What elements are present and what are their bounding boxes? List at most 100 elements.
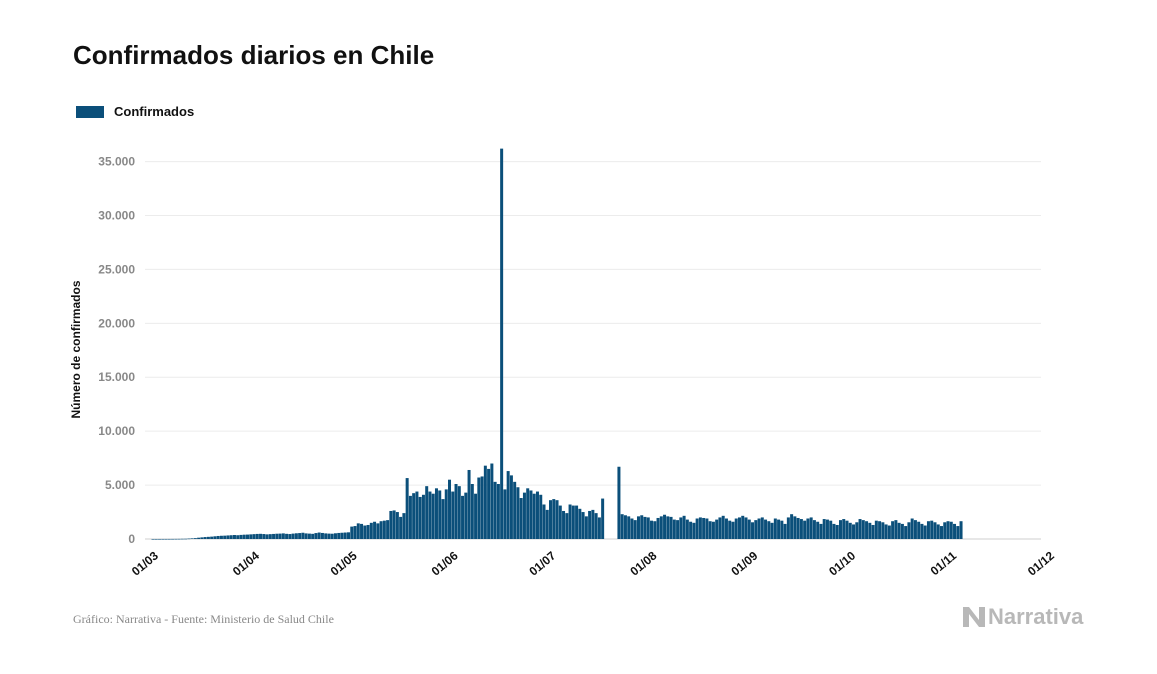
bar — [216, 535, 220, 539]
bar — [379, 521, 383, 539]
bar — [741, 515, 745, 539]
bar — [959, 521, 963, 539]
bar — [408, 495, 412, 539]
bar — [392, 510, 396, 539]
bar — [809, 517, 813, 539]
bar — [943, 522, 947, 539]
bar — [568, 504, 572, 539]
bar — [428, 491, 432, 539]
bar — [389, 510, 393, 539]
bar — [246, 534, 250, 539]
x-tick-label: 01/11 — [928, 548, 960, 578]
bar — [562, 510, 566, 539]
bar — [448, 479, 452, 539]
bar — [496, 484, 500, 539]
bar — [268, 534, 272, 539]
bar — [591, 509, 595, 539]
bar — [646, 517, 650, 539]
bar — [770, 522, 774, 539]
y-tick-label: 30.000 — [98, 208, 135, 222]
bar — [588, 510, 592, 539]
bar — [350, 526, 354, 539]
bar — [206, 536, 210, 539]
bar — [571, 505, 575, 539]
bar — [200, 537, 204, 539]
bar — [724, 518, 728, 539]
bar — [386, 520, 390, 539]
x-tick-label: 01/09 — [728, 548, 760, 578]
bar — [558, 505, 562, 539]
bar — [669, 516, 673, 539]
bar — [708, 521, 712, 539]
bar — [799, 519, 803, 539]
bar — [692, 522, 696, 539]
bar — [594, 513, 598, 539]
bar — [288, 534, 292, 539]
bar — [936, 524, 940, 539]
bar — [728, 520, 732, 539]
bar — [734, 518, 738, 539]
bar — [366, 524, 370, 539]
bar — [415, 491, 419, 539]
bar — [272, 533, 276, 539]
bar — [685, 519, 689, 539]
bar — [180, 538, 184, 540]
bar — [848, 522, 852, 539]
bar — [333, 533, 337, 539]
bar — [744, 517, 748, 539]
bar — [698, 517, 702, 539]
bar — [513, 481, 517, 539]
bar — [434, 488, 438, 539]
bar — [369, 522, 373, 539]
bar — [474, 493, 478, 539]
bar — [920, 523, 924, 539]
bar — [402, 513, 406, 539]
bar — [705, 518, 709, 539]
x-tick-label: 01/07 — [526, 548, 558, 578]
bar — [731, 521, 735, 539]
bar — [314, 533, 318, 539]
bar — [956, 526, 960, 539]
bar — [232, 535, 236, 539]
bar — [630, 518, 634, 539]
bar — [298, 533, 302, 539]
bar — [601, 498, 605, 539]
bar — [904, 526, 908, 539]
x-tick-label: 01/06 — [429, 548, 461, 578]
bar — [382, 520, 386, 539]
bar — [343, 532, 347, 539]
narrativa-logo-text: Narrativa — [988, 604, 1084, 629]
bar — [825, 519, 829, 539]
bar — [783, 523, 787, 539]
bar — [363, 525, 367, 539]
y-tick-label: 5.000 — [105, 478, 135, 492]
bar — [259, 533, 263, 539]
bar — [656, 517, 660, 539]
bar — [438, 490, 442, 539]
x-tick-label: 01/03 — [129, 548, 161, 578]
bar — [219, 535, 223, 539]
bar — [376, 523, 380, 539]
x-tick-label: 01/12 — [1025, 548, 1057, 578]
bar — [425, 486, 429, 539]
bar — [242, 534, 246, 539]
bar — [711, 521, 715, 539]
bar — [444, 489, 448, 539]
bar — [522, 492, 526, 539]
bar — [757, 518, 761, 539]
bar — [578, 508, 582, 539]
bar — [184, 538, 188, 540]
bar — [913, 520, 917, 539]
bar — [265, 534, 269, 539]
bar — [676, 520, 680, 539]
bar — [777, 519, 781, 539]
bar — [441, 499, 445, 539]
bar — [754, 520, 758, 539]
bar — [294, 533, 298, 539]
bar — [760, 517, 764, 539]
bar — [897, 522, 901, 539]
bar — [285, 533, 289, 539]
bar — [477, 477, 481, 539]
legend-label-confirmados: Confirmados — [114, 104, 195, 119]
bar — [395, 512, 399, 539]
